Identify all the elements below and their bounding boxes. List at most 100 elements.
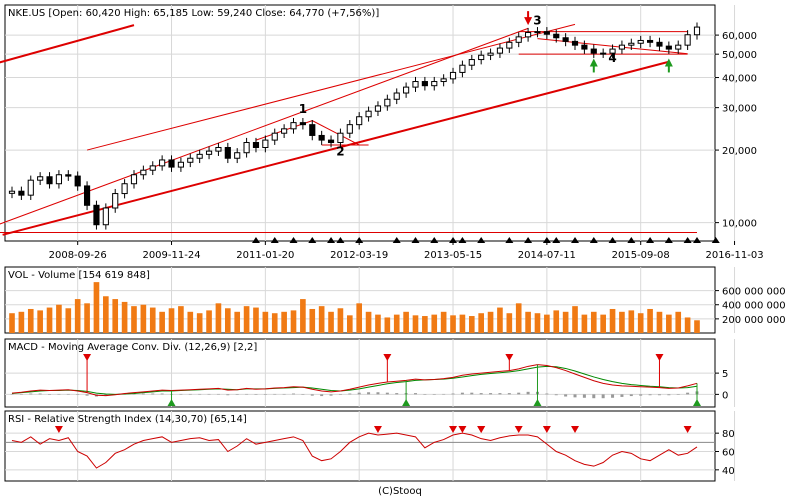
- candle-body: [252, 142, 260, 148]
- high-label: High:: [124, 8, 150, 19]
- signal-triangle-icon: [505, 237, 514, 243]
- candle-body: [665, 45, 672, 50]
- close-value: 64,770: [289, 8, 324, 19]
- candle-body: [55, 174, 62, 185]
- annotation-label-1: 1: [299, 102, 307, 116]
- volume-bar: [356, 303, 363, 333]
- macd-tick-label: 0: [722, 390, 728, 401]
- up-arrow-icon: [589, 58, 598, 67]
- macd-histogram-bar: [611, 394, 615, 398]
- candle-body: [159, 159, 166, 167]
- macd-histogram-bar: [629, 394, 633, 397]
- volume-bar: [93, 282, 100, 333]
- buy-marker-icon: [533, 399, 542, 406]
- candle-body: [525, 32, 532, 38]
- candle-body: [647, 39, 654, 43]
- candle-body: [46, 176, 53, 185]
- date-axis: 2008-09-26 2009-11-24 2011-01-20 2012-03-19…: [49, 241, 764, 261]
- high-value: 65,185: [153, 8, 188, 19]
- macd-histogram-bar: [413, 393, 417, 395]
- volume-bar: [572, 306, 578, 333]
- candle-body: [243, 142, 250, 154]
- date-tick-label: 2016-11-03: [705, 250, 763, 261]
- down-arrow-icon: [524, 17, 533, 26]
- volume-bar: [234, 311, 241, 333]
- candle-body: [299, 122, 306, 126]
- price-tick-label: 60,000: [722, 31, 757, 42]
- volume-tick-label: 200 000 000: [722, 315, 786, 326]
- channel-mid-line: [86, 23, 576, 151]
- candle-body: [449, 71, 457, 80]
- candle-body: [205, 150, 213, 155]
- macd-histogram-bar: [198, 393, 202, 395]
- volume-bar: [262, 311, 269, 333]
- signal-triangle-icon: [664, 237, 673, 243]
- candle-body: [18, 190, 25, 196]
- price-panel: 1 2 3 4 10,000 20,000 30,000 40,000 50,000 60,00…: [0, 4, 764, 261]
- macd-histogram-bar: [310, 394, 314, 396]
- sell-marker-icon: [505, 354, 514, 361]
- candle-body: [112, 193, 119, 209]
- rsi-overbought-marker-icon: [542, 426, 551, 433]
- volume-bar: [65, 308, 72, 333]
- candle-body: [121, 183, 128, 195]
- signal-triangle-icon: [308, 237, 317, 243]
- signal-triangle-icon: [646, 237, 655, 243]
- macd-histogram-bar: [357, 392, 361, 395]
- candle-body: [309, 124, 316, 136]
- volume-bar: [487, 311, 494, 333]
- candle-body: [234, 152, 241, 159]
- rsi-tick-label: 60: [722, 448, 735, 459]
- volume-bar: [253, 307, 259, 333]
- volume-bars: [9, 282, 700, 333]
- candle-body: [468, 59, 475, 66]
- rsi-tick-label: 40: [722, 466, 735, 477]
- up-arrow-icon: [664, 58, 673, 67]
- candle-body: [487, 52, 494, 56]
- annotation-label-4: 4: [608, 51, 616, 65]
- macd-histogram-bar: [554, 394, 558, 396]
- volume-bar: [74, 299, 81, 333]
- volume-bar: [318, 306, 325, 333]
- signal-triangle-icon: [571, 237, 580, 243]
- rsi-overbought-marker-icon: [449, 426, 458, 433]
- volume-bar: [215, 303, 222, 333]
- volume-tick-label: 400 000 000: [722, 301, 786, 312]
- macd-histogram-bar: [48, 394, 52, 395]
- volume-bar: [497, 307, 503, 333]
- candle-body: [581, 44, 588, 50]
- rsi-overbought-marker-icon: [373, 426, 382, 433]
- date-tick-label: 2008-09-26: [49, 250, 107, 261]
- rsi-tick-label: 80: [722, 429, 735, 440]
- volume-bar: [684, 317, 691, 333]
- candle-body: [675, 44, 682, 50]
- date-tick-label: 2013-05-15: [424, 250, 482, 261]
- quote-header: NKE.US [Open: 60,420 High: 65,185 Low: 5…: [8, 8, 379, 19]
- macd-histogram-bar: [432, 394, 436, 395]
- rsi-series-line: [11, 432, 698, 469]
- rsi-overbought-marker-icon: [477, 426, 486, 433]
- candle-body: [281, 128, 288, 134]
- candle-body: [543, 31, 550, 35]
- volume-bar: [328, 311, 334, 333]
- candle-body: [215, 146, 222, 152]
- macd-histogram-bar: [526, 391, 530, 395]
- candle-body: [656, 41, 663, 47]
- macd-histogram-bar: [282, 393, 286, 395]
- macd-histogram-bar: [423, 394, 427, 395]
- candle-body: [168, 159, 175, 168]
- candle-body: [271, 132, 278, 141]
- macd-histogram-bar: [301, 394, 305, 395]
- macd-histogram-bar: [648, 394, 652, 396]
- macd-histogram-bar: [66, 393, 70, 395]
- volume-bar: [103, 296, 109, 333]
- macd-histogram-bar: [582, 394, 586, 398]
- macd-histogram-bar: [329, 394, 333, 396]
- macd-histogram-bar: [207, 393, 211, 395]
- macd-histogram-bar: [657, 394, 661, 396]
- macd-histogram-bar: [676, 394, 680, 395]
- candle-body: [693, 26, 701, 36]
- macd-histogram-bar: [19, 393, 23, 395]
- volume-bar: [206, 310, 212, 333]
- macd-histogram-bar: [226, 394, 230, 396]
